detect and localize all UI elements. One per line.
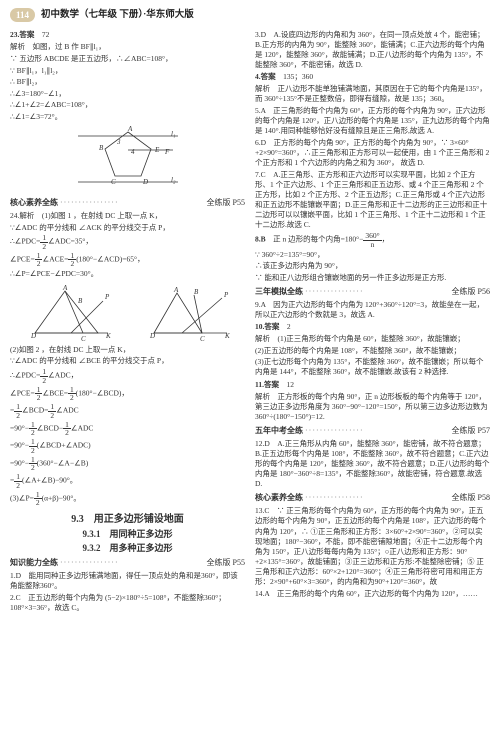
expl-10: 解析 (1)正三角形的每个内角是 60°，能整除 360°，故能镶嵌；(2)正五… [255,334,490,378]
item-2: 2.C 正五边形的每个内角为 (5−2)×180°÷5=108°，不能整除360… [10,593,245,613]
heading-9-3: 9.3 用正多边形铺设地面 [10,513,245,527]
svg-text:B: B [99,144,104,152]
svg-text:C: C [200,335,205,343]
svg-text:E: E [154,146,160,154]
dots: ················ [60,198,119,207]
section-kxsy: 核心素养全练 ················ 全练版 P55 [10,198,245,209]
item-9: 9.A 因为正六边形的每个内角为 120°+360°÷120°=3，故能垒在一起… [255,300,490,320]
dots: ················ [305,426,364,435]
page-number-badge: 114 [10,8,35,22]
svg-text:K: K [105,332,111,340]
answer-4: 4.答案 135；360 [255,72,490,82]
heading-9-3-1: 9.3.1 用同种正多边形 [10,528,245,540]
expl-11: 解析 正方形板的每个内角 90°，正 n 边形板板的每个内角等于 120°，第三… [255,392,490,422]
expl-23: 解析 如图，过 B 作 BF∥l₁，∵ 五边形 ABCDE 是正五边形，∴∠AB… [10,42,245,122]
item-8: 8.B 正 n 边形的每个内角=180°−360°n， [255,232,490,248]
svg-text:l₁: l₁ [171,130,175,138]
section-wnzk: 五年中考全练 ················ 全练版 P57 [255,426,490,437]
item-13: 13.C ∵ 正三角形的每个内角为 60°，正方形的每个内角为 90°，正五边形… [255,506,490,587]
dots: ················ [305,287,364,296]
item-6: 6.D 正方形的每个内角 90°，正方形的每个内角为 90°，∵ 3×60°+2… [255,138,490,168]
answer-23: 23.答案 72 [10,30,245,40]
svg-text:B: B [78,297,83,305]
figure-pentagon: A E B F C D l₁ l₂ 3 4 [73,124,183,194]
svg-text:l₂: l₂ [171,176,176,184]
svg-text:A: A [127,125,133,133]
two-column-layout: 23.答案 72 解析 如图，过 B 作 BF∥l₁，∵ 五边形 ABCDE 是… [10,28,490,615]
figure-triangle-2: A B P D C K [142,283,232,343]
answer-10: 10.答案 2 [255,322,490,332]
page-title: 初中数学（七年级 下册）·华东师大版 [41,9,194,22]
svg-text:D: D [149,332,155,340]
dots: ················ [305,493,364,502]
left-column: 23.答案 72 解析 如图，过 B 作 BF∥l₁，∵ 五边形 ABCDE 是… [10,28,245,615]
heading-9-3-2: 9.3.2 用多种正多边形 [10,542,245,554]
page-header: 114 初中数学（七年级 下册）·华东师大版 [10,8,490,22]
svg-text:F: F [164,148,170,156]
section-zsnl: 知识能力全练 ················ 全练版 P55 [10,558,245,569]
expl-4: 解析 正八边形不能单独铺满地面，其原因在于它的每个内角是135°，而 360°÷… [255,84,490,104]
figure-row: A B P D C K A B P D C K [10,281,245,345]
dots: ················ [60,558,119,567]
svg-text:B: B [194,288,199,296]
svg-text:C: C [81,335,86,343]
svg-text:D: D [142,178,148,186]
q24-head: 24.解析 (1)如图 1 ，在射线 DC 上取一点 K， [10,211,245,221]
figure-triangle-1: A B P D C K [23,283,113,343]
item-7: 7.C A.正三角形、正方形和正六边形可以实现平面，比如 2 个正方形、1 个正… [255,170,490,231]
svg-text:A: A [62,284,68,292]
q24-2-head: (2)如图 2 ，在射线 DC 上取一点 K， [10,345,245,355]
svg-text:3: 3 [116,138,121,146]
item-5: 5.A 正三角形的每个内角为 60°，正方形的每个内角为 90°，正六边形的每个… [255,106,490,136]
svg-text:C: C [111,178,116,186]
item-14: 14.A 正三角形的每个内角 60°，正六边形的每个内角为 120°，…… [255,589,490,599]
item-3: 3.D A.设底四边形的内角和为 360°，在同一顶点处放 4 个，能密铺；B.… [255,30,490,71]
svg-text:K: K [224,332,230,340]
svg-text:A: A [173,286,179,294]
answer-11: 11.答案 12 [255,380,490,390]
svg-text:P: P [223,291,229,299]
svg-text:4: 4 [131,148,135,156]
section-snmn: 三年模拟全练 ················ 全练版 P56 [255,287,490,298]
item-1: 1.D 能用同种正多边形铺满地面，得任一顶点处的角和是360°，即该角能整除36… [10,571,245,591]
q24-body: ∵∠ADC 的平分线和 ∠ACK 的平分线交于点 P，∴∠PDC=12∠ADC=… [10,223,245,280]
svg-text:P: P [104,293,110,301]
right-column: 3.D A.设底四边形的内角和为 360°，在同一顶点处放 4 个，能密铺；B.… [255,28,490,615]
item-12: 12.D A.正三角形从内角 60°，能整除 360°，能密铺，故不符合题意；B… [255,439,490,490]
q24-2-body: ∵∠ADC 的平分线和 ∠BCE 的平分线交于点 P，∴∠PDC=12∠ADC，… [10,356,245,506]
svg-text:D: D [30,332,36,340]
section-kxsy2: 核心素养全练 ················ 全练版 P58 [255,493,490,504]
item-8-body: ∵ 360°÷2=135°=90°，∴该正多边形内角为 90°，∵ 能和正八边形… [255,250,490,283]
